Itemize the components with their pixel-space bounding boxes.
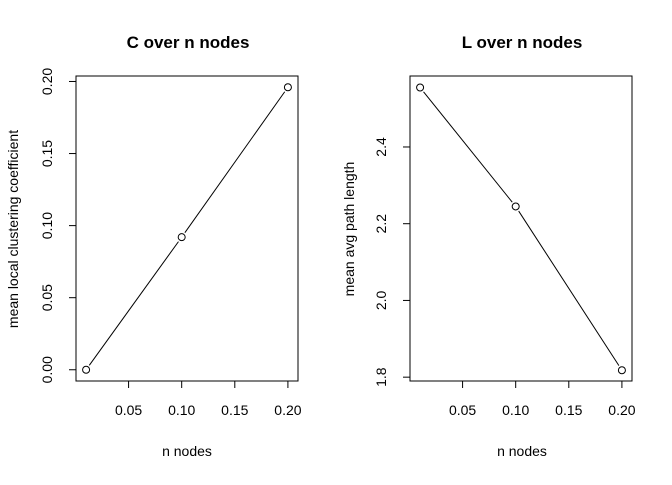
chart-title: C over n nodes [127, 33, 250, 52]
series-line-segment [88, 241, 179, 366]
series-layer [423, 91, 620, 366]
y-tick-label: 2.0 [373, 290, 389, 310]
series-line-segment [184, 91, 286, 233]
marker-layer [82, 83, 292, 374]
chart-path-length: L over n nodes 0.05 0.10 0.15 0.20 1.8 2.0 2.… [341, 33, 636, 459]
data-point [82, 365, 91, 374]
x-tick-label: 0.15 [555, 402, 582, 418]
marker-layer [416, 83, 626, 375]
x-tick-label: 0.10 [168, 402, 195, 418]
series-line-segment [518, 210, 620, 366]
x-axis-label: n nodes [162, 443, 212, 459]
series-layer [88, 91, 286, 366]
y-tick-label: 2.2 [373, 214, 389, 234]
y-axis: 1.8 2.0 2.2 2.4 [373, 137, 411, 387]
y-tick-label: 0.10 [39, 212, 55, 239]
data-point [283, 83, 292, 92]
x-axis: 0.05 0.10 0.15 0.20 [115, 380, 302, 418]
y-axis: 0.00 0.05 0.10 0.15 0.20 [39, 68, 77, 383]
x-tick-label: 0.20 [274, 402, 301, 418]
plot-frame [75, 75, 299, 382]
y-axis-label: mean avg path length [341, 162, 357, 297]
x-tick-label: 0.15 [221, 402, 248, 418]
x-tick-label: 0.10 [502, 402, 529, 418]
y-tick-label: 1.8 [373, 367, 389, 387]
y-tick-label: 0.00 [39, 356, 55, 383]
x-tick-label: 0.20 [608, 402, 635, 418]
x-axis: 0.05 0.10 0.15 0.20 [449, 380, 636, 418]
y-tick-label: 0.05 [39, 284, 55, 311]
series-line-segment [423, 91, 513, 203]
chart-title: L over n nodes [462, 33, 583, 52]
y-tick-label: 0.20 [39, 68, 55, 95]
chart-clustering-coefficient: C over n nodes 0.05 0.10 0.15 0.20 0.00 0.05… [5, 33, 302, 459]
data-point [511, 202, 520, 211]
x-tick-label: 0.05 [115, 402, 142, 418]
data-point [617, 366, 626, 375]
y-tick-label: 0.15 [39, 140, 55, 167]
y-axis-label: mean local clustering coefficient [5, 130, 21, 328]
data-point [416, 83, 425, 92]
y-tick-label: 2.4 [373, 137, 389, 157]
data-point [177, 233, 186, 242]
x-tick-label: 0.05 [449, 402, 476, 418]
x-axis-label: n nodes [497, 443, 547, 459]
